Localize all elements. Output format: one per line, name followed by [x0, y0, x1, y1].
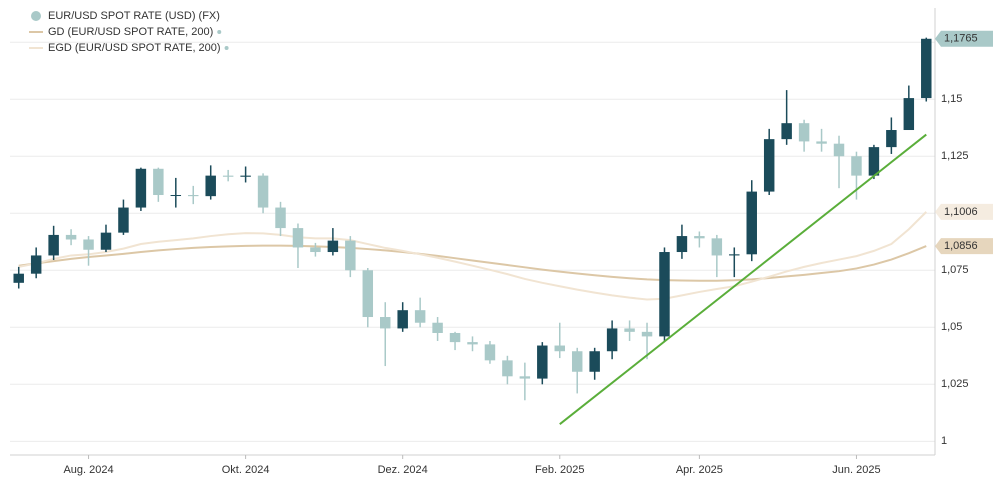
candle-body [711, 238, 723, 256]
candle-body [816, 141, 827, 144]
candle-body [449, 332, 461, 343]
trendline [559, 133, 927, 425]
x-tick-label: Dez. 2024 [378, 464, 428, 476]
last-value-box [935, 30, 993, 47]
y-tick-label: 1,075 [941, 264, 969, 276]
candle-body [170, 195, 182, 197]
candle-body [467, 342, 478, 345]
candle-body [188, 195, 199, 197]
candle-body [729, 254, 740, 256]
candle-body [222, 175, 234, 177]
y-tick-label: 1,125 [941, 150, 969, 162]
candle-body [519, 376, 531, 379]
candle-body [694, 236, 705, 239]
x-tick-label: Aug. 2024 [63, 464, 113, 476]
candle-body [30, 255, 42, 274]
candle-body [537, 345, 548, 379]
candle-body [589, 351, 600, 372]
candle-body [798, 123, 810, 142]
legend-dot [224, 46, 229, 50]
candle-body [397, 310, 408, 329]
candle-body [135, 168, 147, 208]
legend-dot [217, 30, 222, 34]
candle-body [380, 317, 391, 329]
x-tick-label: Okt. 2024 [222, 464, 270, 476]
candle-body [65, 234, 77, 240]
candle-body [327, 240, 339, 253]
candle-body [676, 236, 688, 253]
y-tick-label: 1,025 [941, 378, 969, 390]
x-tick-label: Jun. 2025 [832, 464, 880, 476]
candle-body [921, 38, 932, 99]
legend-label: EUR/USD SPOT RATE (USD) (FX) [48, 10, 220, 22]
candle-body [83, 239, 94, 250]
candle-body [345, 240, 356, 271]
y-tick-label: 1,05 [941, 321, 962, 333]
y-tick-label: 1,15 [941, 93, 962, 105]
candle-body [100, 232, 112, 250]
legend-swatch [31, 11, 41, 21]
candle-body [240, 175, 251, 177]
candle-body [310, 247, 321, 253]
candle-body [257, 175, 269, 208]
candle-body [833, 143, 845, 157]
candle-body [763, 139, 775, 192]
candle-body [903, 98, 915, 131]
candle-body [554, 345, 565, 352]
last-value-box [935, 238, 993, 255]
candle-body [624, 328, 635, 332]
candle-body [414, 310, 426, 323]
candle-body [781, 123, 792, 140]
last-value-label: 1,1006 [944, 206, 978, 218]
last-value-label: 1,1765 [944, 33, 978, 45]
last-value-label: 1,0856 [944, 240, 978, 252]
legend-label: EGD (EUR/USD SPOT RATE, 200) [48, 42, 221, 54]
candle-body [118, 207, 129, 233]
y-tick-label: 1 [941, 435, 947, 447]
last-value-box [935, 203, 993, 220]
candle-body [571, 351, 583, 372]
candle-body [659, 252, 670, 337]
candle-body [275, 207, 286, 229]
legend-label: GD (EUR/USD SPOT RATE, 200) [48, 26, 213, 38]
candle-body [868, 147, 880, 176]
candle-body [205, 175, 216, 197]
candle-body [851, 156, 862, 176]
candle-body [606, 328, 618, 352]
candle-body [362, 270, 374, 318]
moving-average-line [18, 211, 927, 301]
moving-average-line [18, 244, 927, 282]
candle-body [48, 234, 59, 256]
candle-body [432, 322, 443, 333]
candle-body [153, 168, 164, 196]
candle-body [641, 331, 653, 337]
x-tick-label: Feb. 2025 [535, 464, 585, 476]
candle-body [886, 130, 897, 148]
x-tick-label: Apr. 2025 [676, 464, 723, 476]
candle-body [13, 273, 24, 283]
candle-body [292, 228, 304, 248]
candle-body [746, 191, 757, 255]
candle-body [502, 360, 513, 377]
candle-body [484, 344, 496, 361]
